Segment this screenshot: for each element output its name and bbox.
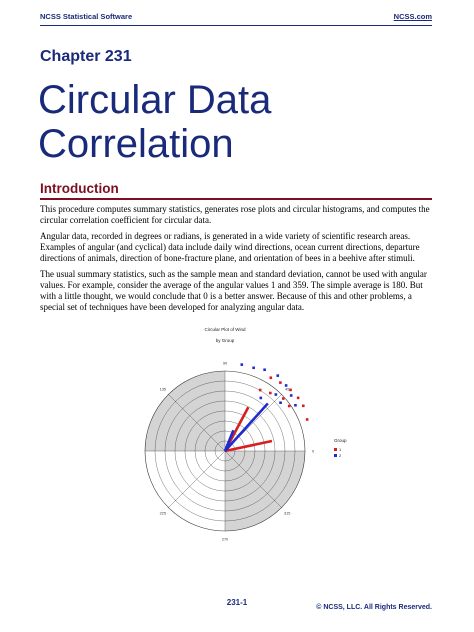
data-point-group-1 <box>296 396 300 400</box>
paragraph: The usual summary statistics, such as th… <box>40 269 427 312</box>
data-point-group-1 <box>279 381 282 384</box>
section-heading: Introduction <box>40 181 119 196</box>
data-point-group-1 <box>305 418 309 421</box>
chart-subtitle: by Group <box>216 338 235 343</box>
data-point-group-2 <box>279 401 282 405</box>
data-point-group-2 <box>289 394 293 397</box>
data-point-group-2 <box>263 368 266 372</box>
body-text: This procedure computes summary statisti… <box>40 204 434 318</box>
angle-label: 135 <box>160 387 166 391</box>
circular-plot: Circular Plot of Wind by Group 90 45 0 315 2… <box>140 327 347 542</box>
mean-vector-group-2 <box>224 402 269 452</box>
paragraph: Angular data, recorded in degrees or rad… <box>40 231 420 263</box>
angle-label: 225 <box>160 512 166 516</box>
data-point-group-2 <box>284 384 288 387</box>
data-point-group-2 <box>276 374 280 377</box>
mean-vector-group-1 <box>224 439 273 453</box>
legend-swatch-1 <box>334 448 337 451</box>
title-line-2: Correlation <box>38 122 234 166</box>
page-number: 231-1 <box>226 598 248 607</box>
legend-entry-1: 1 <box>339 447 342 452</box>
legend-entry-2: 2 <box>339 453 342 458</box>
angle-label: 270 <box>222 538 228 542</box>
data-point-group-2 <box>294 403 297 407</box>
data-point-group-1 <box>269 391 272 395</box>
title-line-1: Circular Data <box>38 78 272 122</box>
data-point-group-1 <box>289 388 292 392</box>
header-software-name: NCSS Statistical Software <box>40 12 133 21</box>
copyright: © NCSS, LLC. All Rights Reserved. <box>316 604 432 611</box>
chapter-label: Chapter 231 <box>40 48 132 65</box>
data-point-group-2 <box>274 393 278 396</box>
data-point-group-1 <box>281 397 285 400</box>
angle-label: 315 <box>284 512 290 516</box>
page-title: Circular Data Correlation <box>38 78 271 166</box>
angle-label: 45 <box>285 387 289 391</box>
legend-title: Group <box>334 438 347 443</box>
angle-label: 90 <box>223 362 227 366</box>
section-rule <box>40 198 432 200</box>
chart-title: Circular Plot of Wind <box>204 327 246 332</box>
data-point-group-2 <box>259 396 263 400</box>
data-point-group-1 <box>258 388 262 392</box>
header-rule <box>40 25 432 26</box>
polar-spoke <box>168 394 226 452</box>
polar-spoke <box>224 450 282 508</box>
polar-spoke <box>168 450 226 508</box>
mean-vector-group-2 <box>223 429 235 452</box>
legend-swatch-2 <box>334 454 337 457</box>
data-point-group-1 <box>269 376 273 380</box>
header-site-link[interactable]: NCSS.com <box>393 12 432 21</box>
paragraph: This procedure computes summary statisti… <box>40 204 430 225</box>
angle-label: 0 <box>312 450 314 454</box>
data-point-group-2 <box>252 366 255 370</box>
data-point-group-1 <box>301 404 305 408</box>
data-point-group-2 <box>240 363 244 366</box>
data-point-group-1 <box>287 404 291 408</box>
